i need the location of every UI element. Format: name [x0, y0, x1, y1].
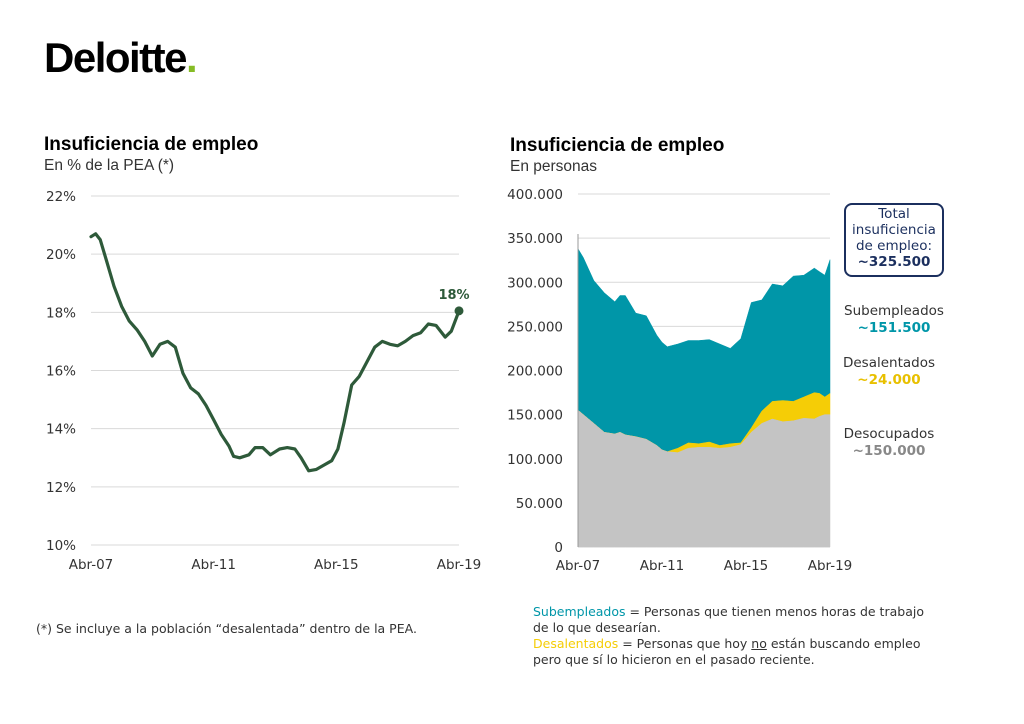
x-tick-label: Abr-07 [556, 558, 601, 574]
x-tick-label: Abr-19 [808, 558, 853, 574]
x-tick-label: Abr-15 [724, 558, 769, 574]
subempleados-value: ~151.500 [857, 320, 931, 336]
right-footnote: Subempleados = Personas que tienen menos… [533, 604, 963, 668]
desocupados-name: Desocupados [843, 426, 935, 442]
y-tick-label: 300.000 [507, 275, 563, 291]
y-tick-label: 50.000 [516, 496, 563, 512]
x-tick-label: Abr-11 [191, 557, 236, 573]
x-tick-label: Abr-11 [640, 558, 685, 574]
end-point-marker [454, 306, 464, 316]
y-tick-label: 350.000 [507, 231, 563, 247]
subempleados-term: Subempleados [533, 604, 626, 619]
x-tick-label: Abr-15 [314, 557, 359, 573]
desalentados-def-1c: están buscando empleo [766, 636, 921, 651]
desalentados-label: Desalentados ~24.000 [836, 355, 942, 389]
left-footnote: (*) Se incluye a la población “desalenta… [36, 621, 417, 636]
right-chart-title: Insuficiencia de empleo [510, 135, 725, 156]
total-line-3: de empleo: [855, 238, 933, 254]
total-line-2: insuficiencia [852, 222, 936, 238]
desocupados-label: Desocupados ~150.000 [836, 426, 942, 460]
desalentados-def-1b: no [751, 636, 767, 651]
total-value: ~325.500 [857, 254, 931, 270]
y-tick-label: 150.000 [507, 408, 563, 424]
x-tick-label: Abr-07 [69, 557, 114, 573]
y-tick-label: 250.000 [507, 319, 563, 335]
desalentados-def-2: pero que sí lo hicieron en el pasado rec… [533, 652, 815, 667]
left-chart-subtitle: En % de la PEA (*) [44, 157, 175, 174]
right-chart-subtitle: En personas [510, 158, 598, 175]
desalentados-name: Desalentados [842, 355, 936, 371]
end-value-label: 18% [438, 288, 469, 303]
subempleados-def-2: de lo que desearían. [533, 620, 661, 635]
y-tick-label: 0 [554, 540, 563, 556]
series-line [89, 232, 461, 473]
y-tick-label: 14% [46, 422, 76, 438]
y-tick-label: 10% [46, 538, 76, 554]
subempleados-label: Subempleados ~151.500 [836, 303, 952, 337]
y-tick-label: 200.000 [507, 364, 563, 380]
y-tick-label: 100.000 [507, 452, 563, 468]
desalentados-term: Desalentados [533, 636, 619, 651]
left-chart-title: Insuficiencia de empleo [44, 134, 259, 155]
deloitte-logo: Deloitte. [44, 34, 198, 81]
subempleados-def-1: = Personas que tienen menos horas de tra… [625, 604, 924, 619]
total-insufficiency-box: Total insuficiencia de empleo: ~325.500 [844, 203, 944, 277]
desocupados-value: ~150.000 [852, 443, 926, 459]
y-tick-label: 22% [46, 189, 76, 205]
y-tick-label: 400.000 [507, 187, 563, 203]
subempleados-name: Subempleados [844, 303, 944, 319]
y-tick-label: 12% [46, 480, 76, 496]
y-tick-label: 18% [46, 305, 76, 321]
x-tick-label: Abr-19 [437, 557, 482, 573]
y-tick-label: 20% [46, 247, 76, 263]
desalentados-def-1a: = Personas que hoy [618, 636, 752, 651]
total-line-1: Total [878, 206, 910, 222]
y-tick-label: 16% [46, 364, 76, 380]
area-desocupados [577, 409, 831, 548]
desalentados-value: ~24.000 [857, 372, 921, 388]
